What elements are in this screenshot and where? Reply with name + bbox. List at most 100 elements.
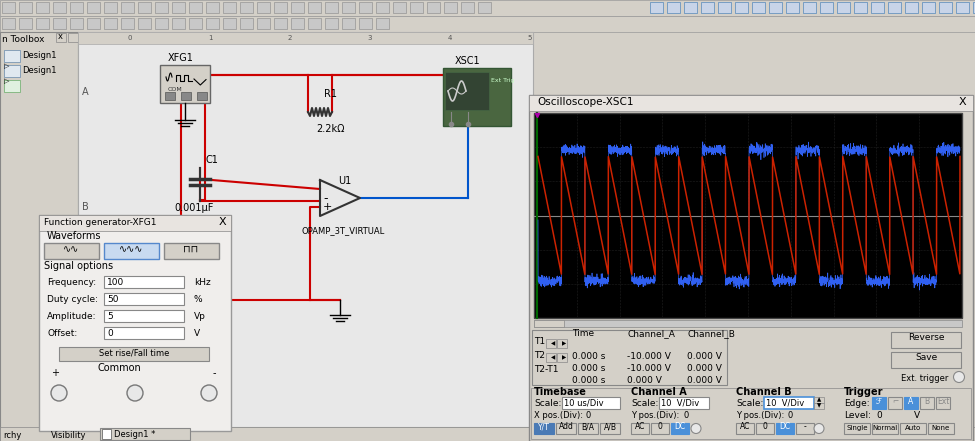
Text: 0.001μF: 0.001μF [174,203,214,213]
Bar [4,80,20,92]
Bar [68,33,78,42]
Bar [534,423,554,434]
Bar [104,243,159,259]
Text: 100: 100 [107,278,124,287]
Text: C1: C1 [205,155,217,165]
Circle shape [51,385,67,401]
Text: Timebase: Timebase [534,387,587,397]
Bar [557,339,567,348]
Bar [78,32,533,44]
Bar [104,310,184,322]
Bar [900,423,926,434]
Bar [667,2,680,13]
Text: Oscilloscope-XSC1: Oscilloscope-XSC1 [537,97,634,107]
Bar [87,2,100,13]
Text: Scale:: Scale: [736,399,763,408]
Text: Y pos.(Div):: Y pos.(Div): [736,411,784,420]
Bar [769,2,782,13]
Bar [854,2,867,13]
Bar [939,2,952,13]
Text: B: B [82,202,89,212]
Text: ▼: ▼ [817,403,821,408]
Bar [891,352,961,368]
Bar [920,397,934,409]
Text: R1: R1 [324,89,337,99]
Bar [138,2,151,13]
Text: Scale:: Scale: [534,399,562,408]
Text: -: - [213,368,216,378]
Bar [752,2,765,13]
Bar [928,423,954,434]
Text: Add: Add [559,422,573,431]
Text: Amplitude:: Amplitude: [47,312,97,321]
Text: 10  V/Div: 10 V/Div [661,398,699,407]
Text: Design1: Design1 [22,51,57,60]
Bar [291,18,304,29]
Bar [359,2,372,13]
Text: 2: 2 [288,35,292,41]
Bar [56,33,66,42]
Text: 3: 3 [368,35,372,41]
Bar [735,2,748,13]
Bar [44,243,99,259]
Text: A: A [909,397,914,406]
Text: COM: COM [168,87,182,92]
Text: 50: 50 [107,295,119,304]
Text: 0: 0 [788,411,794,420]
Bar [223,18,236,29]
Text: XFG1: XFG1 [168,53,194,63]
Text: V: V [194,329,200,338]
Bar [257,18,270,29]
Bar [223,2,236,13]
Text: V: V [914,411,920,420]
Text: +: + [323,202,332,212]
Bar [671,423,689,434]
Circle shape [814,423,824,434]
Bar [172,18,185,29]
Bar [359,18,372,29]
Text: Time: Time [572,329,594,338]
Text: %: % [194,295,203,304]
Text: Channel_B: Channel_B [687,329,735,338]
Bar [973,2,975,13]
Bar [376,18,389,29]
Text: OPAMP_3T_VIRTUAL: OPAMP_3T_VIRTUAL [302,226,385,235]
Bar [531,388,971,439]
Text: 0.000 V: 0.000 V [687,352,722,361]
Text: 0: 0 [128,35,133,41]
Bar [19,2,32,13]
Bar [631,423,649,434]
Bar [308,2,321,13]
Bar [164,243,219,259]
Text: Y/T: Y/T [538,422,550,431]
Bar [104,18,117,29]
Bar [796,423,814,434]
Text: Channel B: Channel B [736,387,792,397]
Text: ▶: ▶ [562,341,566,346]
Text: T2: T2 [534,351,545,360]
Bar [155,2,168,13]
Bar [308,18,321,29]
Bar [39,215,231,231]
Text: 10 us/Div: 10 us/Div [564,398,604,407]
Bar [888,397,902,409]
Bar [19,18,32,29]
Bar [4,50,20,62]
Text: Channel_A: Channel_A [627,329,675,338]
Text: DC: DC [675,422,685,431]
Bar [905,2,918,13]
Text: +: + [51,368,59,378]
Bar [4,65,20,77]
Text: -10.000 V: -10.000 V [627,352,671,361]
Bar [803,2,816,13]
Circle shape [127,385,143,401]
Bar [342,18,355,29]
Bar [534,113,962,318]
Bar [36,2,49,13]
Text: AC: AC [740,422,750,431]
Text: T1: T1 [534,337,545,346]
Bar [684,2,697,13]
Bar [274,18,287,29]
Bar [197,92,207,100]
Bar [155,18,168,29]
